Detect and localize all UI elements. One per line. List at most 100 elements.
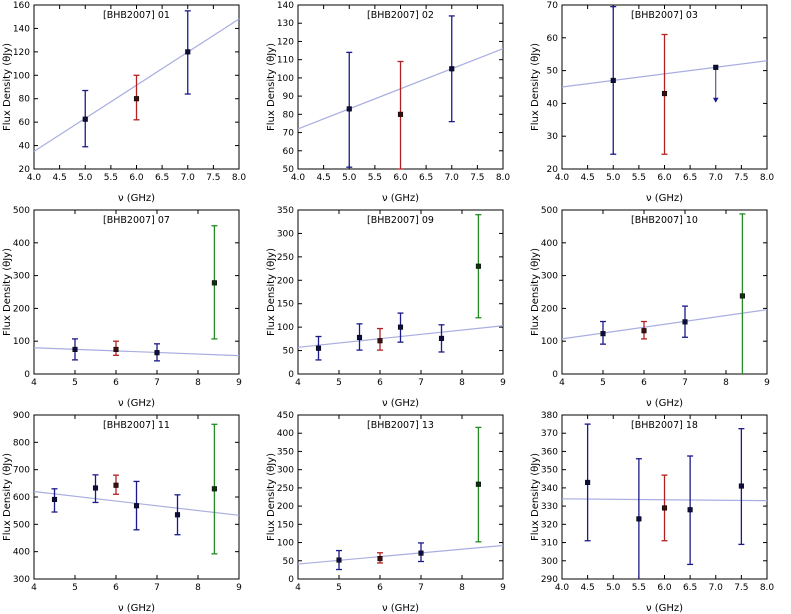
data-point-green (739, 213, 746, 374)
plot-title: [BHB2007] 01 (103, 10, 170, 21)
data-point-blue (600, 320, 606, 345)
data-point-green (211, 225, 218, 340)
x-tick-label: 4.5 (52, 173, 66, 183)
x-axis-ticks (297, 5, 504, 169)
x-tick-label: 5 (72, 583, 78, 593)
x-tick-label: 4.5 (580, 583, 594, 593)
x-tick-label: 7 (154, 583, 160, 593)
y-axis-label: Flux Density (θJy) (2, 43, 13, 131)
data-point-blue (397, 312, 404, 343)
y-tick-label: 200 (541, 304, 558, 314)
marker-square (92, 485, 99, 491)
x-tick-label: 6.5 (683, 173, 697, 183)
y-tick-label: 400 (13, 548, 30, 558)
x-tick-label: 6.0 (657, 583, 672, 593)
data-point-blue (133, 480, 140, 531)
y-tick-label: 100 (13, 71, 30, 81)
y-tick-label: 300 (13, 272, 30, 282)
y-tick-label: 120 (277, 37, 294, 47)
data-point-green (475, 426, 482, 543)
y-tick-label: 140 (277, 1, 294, 11)
subplot-bhb2007-01: 4.0 4.5 5.0 5.5 6.0 6.5 7.0 7.5 8.0 20 40 60 80 100 12… (0, 0, 263, 204)
x-axis-ticks (561, 415, 768, 579)
y-tick-label: 110 (277, 56, 294, 66)
marker-square (713, 64, 719, 70)
x-tick-label: 5.5 (104, 173, 118, 183)
x-tick-label: 5 (600, 378, 606, 388)
data-point-blue (610, 5, 617, 155)
marker-square (636, 516, 642, 522)
marker-square (113, 482, 119, 488)
x-tick-label: 7 (682, 378, 688, 388)
y-axis-label: Flux Density (θJy) (530, 43, 541, 131)
marker-square (72, 346, 78, 352)
x-tick-label: 5.5 (632, 173, 646, 183)
plot-title: [BHB2007] 18 (631, 420, 698, 431)
data-point-blue (92, 474, 99, 504)
y-tick-label: 300 (277, 466, 294, 476)
y-tick-label: 300 (541, 557, 558, 567)
fit-line (33, 347, 240, 357)
data-point-red (397, 60, 404, 170)
x-tick-label: 6 (377, 583, 383, 593)
x-tick-label: 7 (154, 378, 160, 388)
y-tick-label: 100 (541, 337, 558, 347)
x-tick-label: 9 (764, 378, 770, 388)
data-point-red (113, 340, 119, 356)
plot-title: [BHB2007] 09 (367, 215, 434, 226)
y-tick-label: 800 (13, 438, 30, 448)
x-tick-label: 6 (377, 378, 383, 388)
y-axis-ticks (298, 414, 503, 580)
y-tick-label: 0 (288, 370, 294, 380)
marker-square (682, 319, 688, 325)
subplot-bhb2007-18: 4.0 4.5 5.0 5.5 6.0 6.5 7.0 7.5 8.0 290 300 310 320 3… (528, 410, 791, 614)
plot-title: [BHB2007] 07 (103, 215, 170, 226)
data-point-blue (154, 343, 160, 362)
marker-square (133, 503, 140, 509)
x-tick-label: 8.0 (496, 173, 511, 183)
data-point-red (641, 320, 647, 340)
y-tick-label: 350 (277, 447, 294, 457)
data-point-blue (418, 542, 424, 563)
y-tick-label: 0 (288, 575, 294, 585)
y-axis-ticks (562, 414, 767, 580)
marker-square (418, 550, 424, 556)
fit-line (297, 544, 504, 565)
marker-square (475, 263, 481, 269)
x-tick-label: 4 (295, 583, 301, 593)
x-axis-label: ν (GHz) (646, 398, 683, 409)
x-tick-label: 6.0 (129, 173, 144, 183)
y-axis-ticks (298, 4, 503, 170)
x-axis-ticks (561, 210, 768, 374)
x-tick-label: 5.0 (78, 173, 93, 183)
x-tick-label: 4.5 (316, 173, 330, 183)
data-point-blue (438, 324, 445, 353)
x-axis-label: ν (GHz) (646, 603, 683, 614)
x-axis-label: ν (GHz) (118, 398, 155, 409)
y-tick-label: 0 (552, 370, 558, 380)
marker-square (211, 486, 217, 492)
marker-square (346, 106, 352, 112)
y-tick-label: 100 (13, 337, 30, 347)
y-axis-label: Flux Density (θJy) (530, 248, 541, 336)
y-tick-label: 100 (277, 539, 294, 549)
axes-frame (297, 414, 504, 580)
data-point-blue (315, 335, 322, 361)
y-tick-label: 60 (19, 118, 31, 128)
data-point-blue (738, 428, 745, 546)
y-tick-label: 400 (277, 429, 294, 439)
x-tick-label: 5 (336, 378, 342, 388)
y-tick-label: 360 (541, 447, 558, 457)
x-tick-label: 4 (31, 583, 37, 593)
marker-square (336, 557, 342, 563)
y-axis-ticks (562, 209, 767, 375)
x-tick-label: 5.0 (606, 173, 621, 183)
y-tick-label: 350 (541, 466, 558, 476)
y-tick-label: 50 (283, 165, 295, 175)
marker-square (397, 324, 404, 330)
y-axis-ticks (34, 414, 239, 580)
y-axis-label: Flux Density (θJy) (266, 453, 277, 541)
y-tick-label: 80 (19, 95, 31, 105)
x-tick-label: 8.0 (760, 583, 775, 593)
